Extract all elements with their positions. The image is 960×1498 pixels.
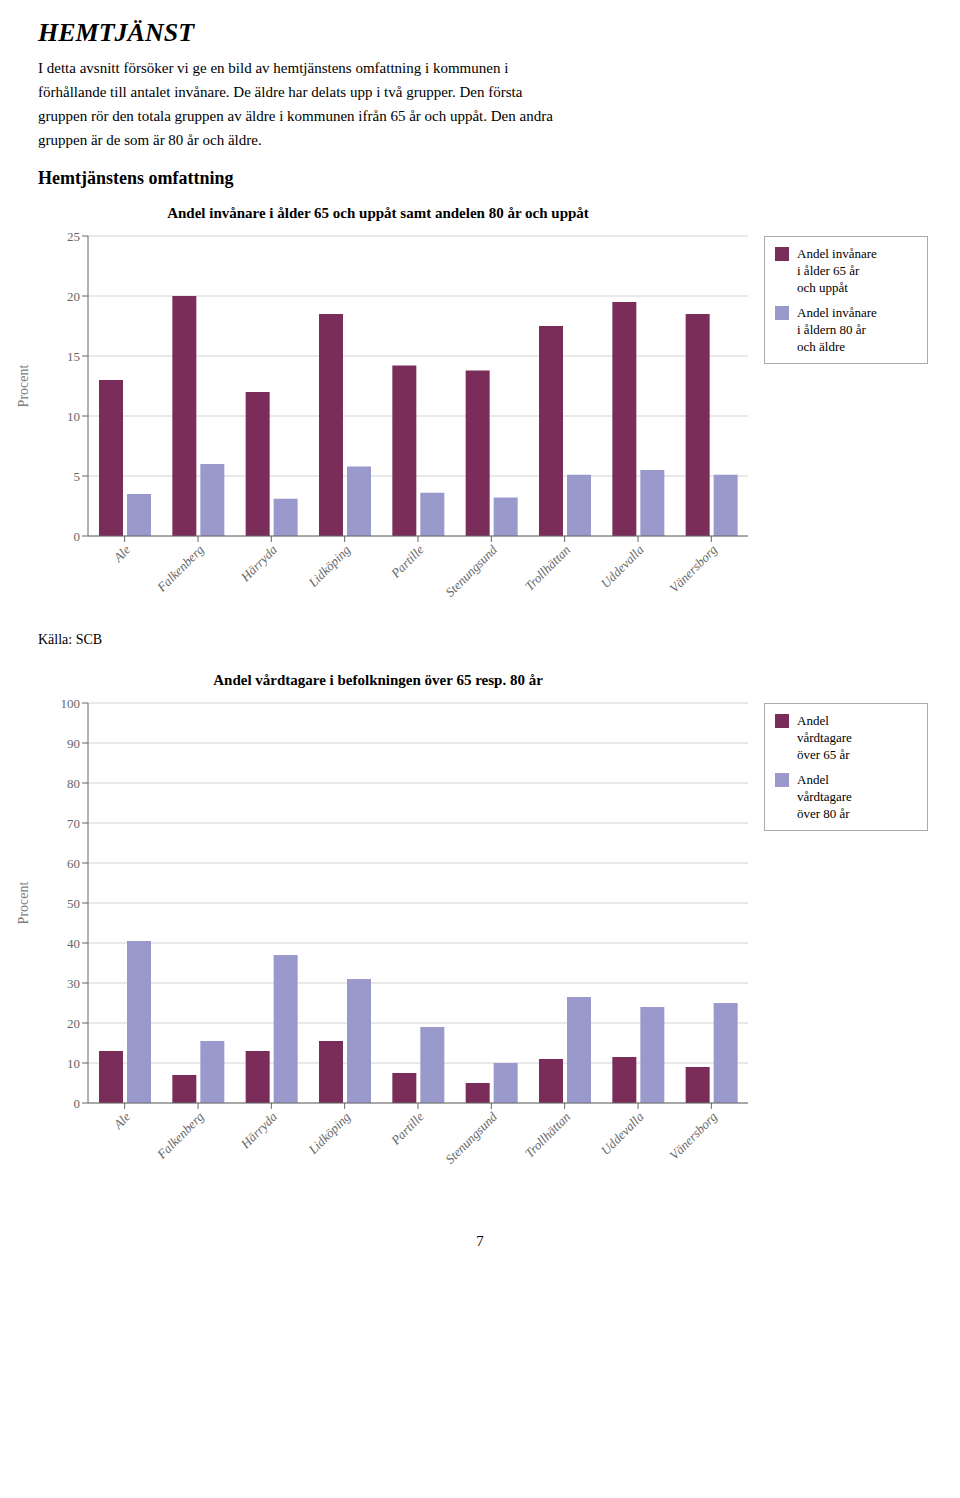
svg-text:5: 5 [74,469,81,484]
svg-text:90: 90 [67,736,80,751]
svg-text:Lidköping: Lidköping [305,542,354,591]
svg-text:0: 0 [74,529,81,544]
svg-text:Härryda: Härryda [237,542,280,585]
svg-text:40: 40 [67,936,80,951]
svg-text:70: 70 [67,816,80,831]
svg-text:Stenungsund: Stenungsund [442,1109,500,1167]
svg-text:Trollhättan: Trollhättan [522,542,574,594]
html-text:HEMTJÄNST: HEMTJÄNST [38,18,194,47]
svg-text:10: 10 [67,1056,80,1071]
svg-text:10: 10 [67,409,80,424]
svg-text:Procent: Procent [16,365,31,408]
svg-text:Ale: Ale [110,542,134,566]
svg-text:20: 20 [67,289,80,304]
svg-text:50: 50 [67,896,80,911]
html-text:Andel invånare i ålder 65 och: Andel invånare i ålder 65 och uppåt samt… [167,205,589,221]
html-text:Andel vårdtagare över 80 år: Andel vårdtagare över 80 år [797,772,852,821]
html-text:Andel invånare i åldern 80 år: Andel invånare i åldern 80 år och äldre [797,305,877,354]
html-text:Hemtjänstens omfattning: Hemtjänstens omfattning [38,168,234,188]
html-text:Andel vårdtagare över 65 år: Andel vårdtagare över 65 år [797,713,852,762]
svg-text:Partille: Partille [387,542,427,582]
svg-text:100: 100 [61,696,81,711]
svg-text:Härryda: Härryda [237,1109,280,1152]
svg-text:Uddevalla: Uddevalla [598,542,647,591]
svg-text:80: 80 [67,776,80,791]
svg-text:Stenungsund: Stenungsund [442,542,500,600]
svg-text:60: 60 [67,856,80,871]
svg-text:Trollhättan: Trollhättan [522,1109,574,1161]
svg-text:20: 20 [67,1016,80,1031]
html-text:Andel invånare i ålder 65 år o: Andel invånare i ålder 65 år och uppåt [797,246,877,295]
svg-text:0: 0 [74,1096,81,1111]
svg-text:25: 25 [67,229,80,244]
html-text:7: 7 [476,1233,484,1249]
svg-text:15: 15 [67,349,80,364]
svg-text:30: 30 [67,976,80,991]
html-text:Andel vårdtagare i befolkninge: Andel vårdtagare i befolkningen över 65 … [213,672,543,688]
svg-text:Uddevalla: Uddevalla [598,1109,647,1158]
svg-text:Falkenberg: Falkenberg [153,1109,207,1163]
svg-text:Lidköping: Lidköping [305,1109,354,1158]
svg-text:Procent: Procent [16,882,31,925]
svg-text:Falkenberg: Falkenberg [153,542,207,596]
svg-text:Vänersborg: Vänersborg [666,542,720,596]
svg-text:Partille: Partille [387,1109,427,1149]
svg-text:Ale: Ale [110,1109,134,1133]
html-text:Källa: SCB: Källa: SCB [38,632,103,647]
svg-text:Vänersborg: Vänersborg [666,1109,720,1163]
html-text:I detta avsnitt försöker vi ge: I detta avsnitt försöker vi ge en bild a… [38,60,553,148]
